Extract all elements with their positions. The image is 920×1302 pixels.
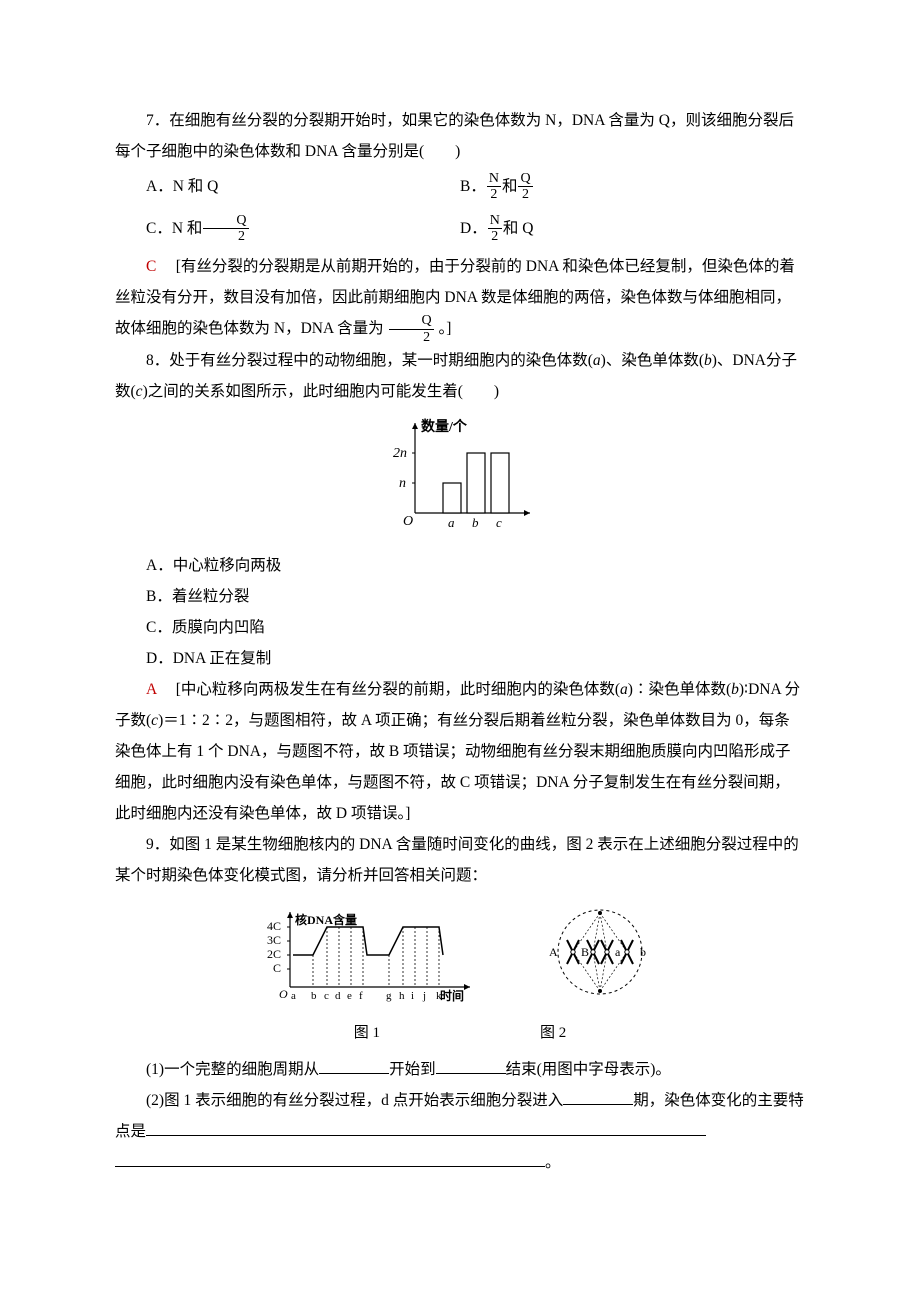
q9-sub2: (2)图 1 表示细胞的有丝分裂过程，d 点开始表示细胞分裂进入期，染色体变化的… [115,1085,805,1147]
svg-text:时间: 时间 [440,988,464,1003]
q8-option-c: C．质膜向内凹陷 [115,612,805,643]
q7-option-c: C．N 和 Q2 [115,213,460,245]
svg-text:b: b [640,945,646,959]
svg-text:a: a [615,945,621,959]
q8-stem: 8．处于有丝分裂过程中的动物细胞，某一时期细胞内的染色体数(a)、染色单体数(b… [115,345,805,407]
svg-text:核DNA含量: 核DNA含量 [295,912,357,927]
q8-option-a: A．中心粒移向两极 [115,550,805,581]
svg-text:O: O [279,987,288,1001]
svg-text:g: g [386,990,392,1002]
q9-sub1: (1)一个完整的细胞周期从开始到结束(用图中字母表示)。 [115,1054,805,1085]
q9-fig1-label: 图 1 [354,1018,380,1048]
svg-text:j: j [422,990,426,1002]
q8-answer: A [中心粒移向两极发生在有丝分裂的前期，此时细胞内的染色体数(a)∶染色单体数… [115,674,805,829]
fraction-q-2-icon: Q2 [518,171,532,203]
svg-text:f: f [359,990,363,1002]
q7-option-d: D． N2 和 Q [460,213,805,245]
svg-text:h: h [399,990,405,1002]
svg-text:数量/个: 数量/个 [421,418,468,435]
q8-option-d: D．DNA 正在复制 [115,643,805,674]
svg-text:C: C [273,961,281,975]
q9-stem: 9．如图 1 是某生物细胞核内的 DNA 含量随时间变化的曲线，图 2 表示在上… [115,829,805,891]
q7-answer: C [有丝分裂的分裂期是从前期开始的，由于分裂前的 DNA 和染色体已经复制，但… [115,251,805,345]
fraction-q-2-icon: Q2 [203,213,248,245]
svg-text:d: d [335,990,341,1002]
svg-text:A: A [549,945,558,959]
svg-text:4C: 4C [267,919,281,933]
q7-option-b: B． N2 和 Q2 [460,171,805,203]
svg-text:O: O [403,514,413,529]
q8-answer-letter: A [146,681,156,698]
svg-text:b: b [472,515,479,530]
q7-answer-letter: C [146,258,156,275]
svg-text:B: B [581,945,589,959]
q9-sub2-cont: 。 [115,1147,805,1178]
svg-text:2n: 2n [393,446,407,461]
q7-stem: 7．在细胞有丝分裂的分裂期开始时，如果它的染色体数为 N，DNA 含量为 Q，则… [115,105,805,167]
q9-fig2-label: 图 2 [540,1018,566,1048]
q9-figures: 4C 3C 2C C O 核DNA含量 时间 [115,897,805,1048]
svg-text:b: b [311,990,317,1002]
fraction-n-2-icon: N2 [488,213,502,245]
svg-text:a: a [291,990,296,1002]
svg-text:n: n [399,476,406,491]
fraction-n-2-icon: N2 [487,171,501,203]
svg-text:c: c [496,515,502,530]
q7-option-a: A．N 和 Q [115,171,460,203]
svg-text:2C: 2C [267,947,281,961]
svg-text:i: i [411,990,414,1002]
svg-text:a: a [448,515,455,530]
q8-option-b: B．着丝粒分裂 [115,581,805,612]
fraction-q-2-icon: Q2 [389,313,434,345]
svg-text:e: e [347,990,352,1002]
svg-text:3C: 3C [267,933,281,947]
svg-text:k: k [436,990,442,1002]
svg-text:c: c [324,990,329,1002]
q8-chart: 2n n O a b c 数量/个 [115,413,805,544]
